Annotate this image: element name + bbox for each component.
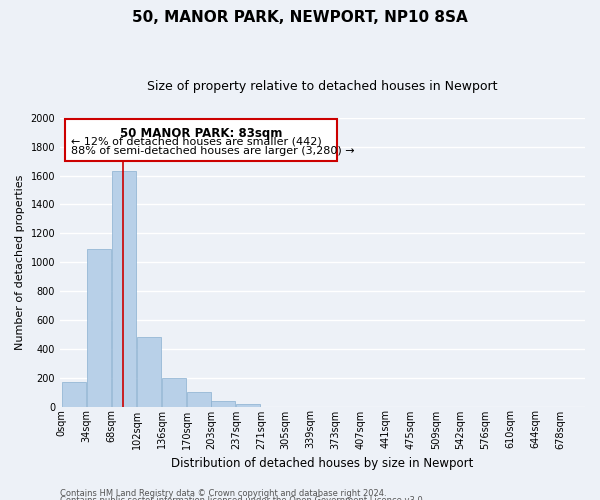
Bar: [236, 404, 260, 406]
Bar: [137, 337, 161, 406]
Bar: [87, 249, 111, 406]
Text: 50 MANOR PARK: 83sqm: 50 MANOR PARK: 83sqm: [120, 127, 283, 140]
Text: 50, MANOR PARK, NEWPORT, NP10 8SA: 50, MANOR PARK, NEWPORT, NP10 8SA: [132, 10, 468, 25]
Text: ← 12% of detached houses are smaller (442): ← 12% of detached houses are smaller (44…: [71, 136, 322, 146]
Bar: [112, 171, 136, 406]
Bar: [62, 382, 86, 406]
Y-axis label: Number of detached properties: Number of detached properties: [15, 174, 25, 350]
Bar: [211, 402, 235, 406]
Bar: [162, 378, 186, 406]
Bar: [187, 392, 211, 406]
Text: Contains HM Land Registry data © Crown copyright and database right 2024.: Contains HM Land Registry data © Crown c…: [60, 488, 386, 498]
Title: Size of property relative to detached houses in Newport: Size of property relative to detached ho…: [147, 80, 498, 93]
FancyBboxPatch shape: [65, 119, 337, 161]
X-axis label: Distribution of detached houses by size in Newport: Distribution of detached houses by size …: [172, 457, 474, 470]
Text: Contains public sector information licensed under the Open Government Licence v3: Contains public sector information licen…: [60, 496, 425, 500]
Text: 88% of semi-detached houses are larger (3,280) →: 88% of semi-detached houses are larger (…: [71, 146, 355, 156]
